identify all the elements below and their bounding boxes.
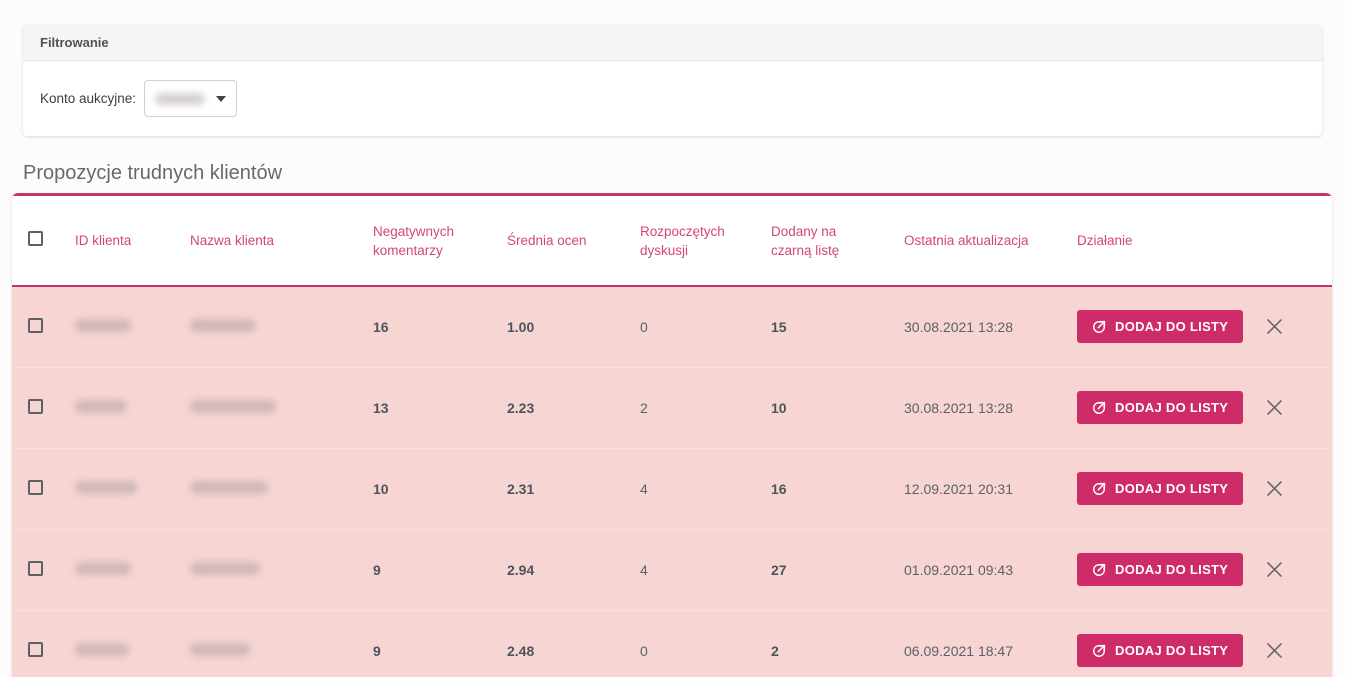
table-row: 13 2.23 2 10 30.08.2021 13:28 DODAJ DO L… [12,367,1332,448]
client-id-redacted [75,562,131,575]
avg-rating-cell: 2.31 [495,448,628,529]
column-header-client-name: Nazwa klienta [178,196,361,286]
table-header: ID klienta Nazwa klienta Negatywnych kom… [12,196,1332,286]
avg-rating-cell: 2.23 [495,367,628,448]
client-name-redacted [190,643,250,656]
caret-down-icon [216,96,226,102]
table-row: 16 1.00 0 15 30.08.2021 13:28 DODAJ DO L… [12,286,1332,367]
column-header-blacklisted: Dodany na czarną listę [759,196,892,286]
avg-rating-cell: 1.00 [495,286,628,367]
add-to-list-button-label: DODAJ DO LISTY [1115,562,1228,577]
last-update-cell: 30.08.2021 13:28 [892,367,1065,448]
account-select-label: Konto aukcyjne: [40,91,136,106]
account-select[interactable] [144,80,237,117]
negative-comments-cell: 9 [361,610,495,677]
client-name-redacted [190,400,276,413]
client-name-redacted [190,562,260,575]
action-cell: DODAJ DO LISTY [1077,391,1318,424]
filter-panel-title: Filtrowanie [40,35,109,50]
filter-panel-header: Filtrowanie [23,25,1322,61]
share-export-icon [1092,320,1106,334]
client-name-redacted [190,481,268,494]
remove-row-button[interactable] [1263,640,1285,662]
last-update-cell: 06.09.2021 18:47 [892,610,1065,677]
column-header-client-id: ID klienta [63,196,178,286]
blacklisted-cell: 16 [759,448,892,529]
row-checkbox[interactable] [28,480,43,495]
add-to-list-button[interactable]: DODAJ DO LISTY [1077,553,1243,586]
row-checkbox[interactable] [28,318,43,333]
difficult-clients-table: ID klienta Nazwa klienta Negatywnych kom… [12,196,1332,677]
table-row: 9 2.94 4 27 01.09.2021 09:43 DODAJ DO LI… [12,529,1332,610]
client-id-redacted [75,400,127,413]
close-x-icon [1265,398,1284,417]
avg-rating-cell: 2.94 [495,529,628,610]
difficult-clients-table-card: ID klienta Nazwa klienta Negatywnych kom… [12,193,1332,677]
column-header-discussions: Rozpoczętych dyskusji [628,196,759,286]
add-to-list-button-label: DODAJ DO LISTY [1115,319,1228,334]
row-checkbox[interactable] [28,561,43,576]
client-id-redacted [75,643,129,656]
add-to-list-button[interactable]: DODAJ DO LISTY [1077,634,1243,667]
negative-comments-cell: 9 [361,529,495,610]
negative-comments-cell: 10 [361,448,495,529]
add-to-list-button-label: DODAJ DO LISTY [1115,400,1228,415]
remove-row-button[interactable] [1263,478,1285,500]
share-export-icon [1092,482,1106,496]
table-row: 10 2.31 4 16 12.09.2021 20:31 DODAJ DO L… [12,448,1332,529]
page-title: Propozycje trudnych klientów [23,162,1345,185]
table-row: 9 2.48 0 2 06.09.2021 18:47 DODAJ DO LIS… [12,610,1332,677]
blacklisted-cell: 15 [759,286,892,367]
add-to-list-button[interactable]: DODAJ DO LISTY [1077,472,1243,505]
column-header-last-update: Ostatnia aktualizacja [892,196,1065,286]
avg-rating-cell: 2.48 [495,610,628,677]
discussions-cell: 4 [628,448,759,529]
page: Filtrowanie Konto aukcyjne: Propozycje t… [0,25,1345,677]
table-body: 16 1.00 0 15 30.08.2021 13:28 DODAJ DO L… [12,286,1332,677]
discussions-cell: 2 [628,367,759,448]
client-id-redacted [75,481,137,494]
add-to-list-button-label: DODAJ DO LISTY [1115,643,1228,658]
blacklisted-cell: 10 [759,367,892,448]
action-cell: DODAJ DO LISTY [1077,310,1318,343]
remove-row-button[interactable] [1263,316,1285,338]
negative-comments-cell: 13 [361,367,495,448]
table-header-row: ID klienta Nazwa klienta Negatywnych kom… [12,196,1332,286]
last-update-cell: 30.08.2021 13:28 [892,286,1065,367]
last-update-cell: 01.09.2021 09:43 [892,529,1065,610]
action-cell: DODAJ DO LISTY [1077,472,1318,505]
blacklisted-cell: 27 [759,529,892,610]
discussions-cell: 4 [628,529,759,610]
remove-row-button[interactable] [1263,559,1285,581]
column-header-action: Działanie [1065,196,1332,286]
column-header-negative-comments: Negatywnych komentarzy [361,196,495,286]
action-cell: DODAJ DO LISTY [1077,553,1318,586]
add-to-list-button[interactable]: DODAJ DO LISTY [1077,310,1243,343]
action-cell: DODAJ DO LISTY [1077,634,1318,667]
share-export-icon [1092,563,1106,577]
negative-comments-cell: 16 [361,286,495,367]
filter-panel: Filtrowanie Konto aukcyjne: [23,25,1322,136]
row-checkbox[interactable] [28,399,43,414]
column-header-avg-rating: Średnia ocen [495,196,628,286]
filter-panel-body: Konto aukcyjne: [23,61,1322,136]
last-update-cell: 12.09.2021 20:31 [892,448,1065,529]
close-x-icon [1265,560,1284,579]
discussions-cell: 0 [628,610,759,677]
client-name-redacted [190,319,256,332]
share-export-icon [1092,401,1106,415]
select-all-checkbox[interactable] [28,231,43,246]
account-select-value-redacted [155,93,205,105]
discussions-cell: 0 [628,286,759,367]
close-x-icon [1265,479,1284,498]
remove-row-button[interactable] [1263,397,1285,419]
add-to-list-button[interactable]: DODAJ DO LISTY [1077,391,1243,424]
blacklisted-cell: 2 [759,610,892,677]
client-id-redacted [75,319,131,332]
close-x-icon [1265,317,1284,336]
close-x-icon [1265,641,1284,660]
share-export-icon [1092,644,1106,658]
add-to-list-button-label: DODAJ DO LISTY [1115,481,1228,496]
row-checkbox[interactable] [28,642,43,657]
